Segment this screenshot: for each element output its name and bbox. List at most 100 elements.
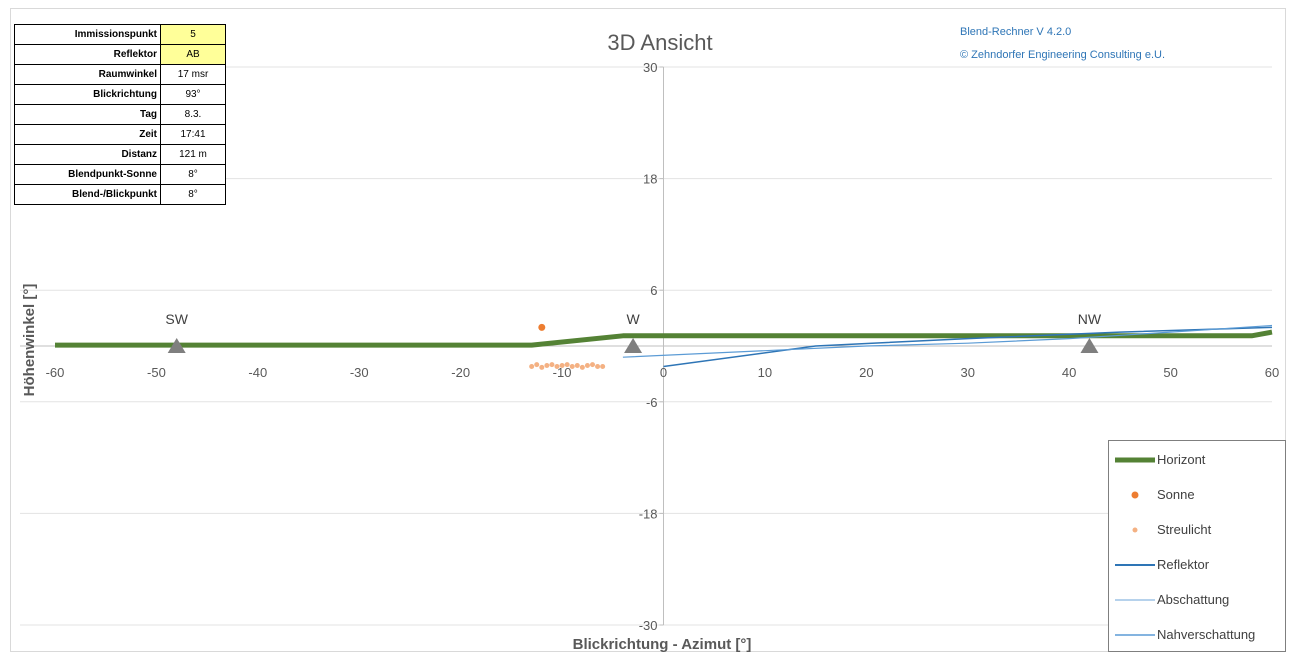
- credit-app-version: Blend-Rechner V 4.2.0: [960, 26, 1072, 38]
- info-label: Blend-/Blickpunkt: [14, 184, 161, 205]
- compass-label-sw: SW: [165, 311, 188, 327]
- compass-label-w: W: [626, 311, 640, 327]
- info-value: 93°: [160, 84, 226, 105]
- legend-symbol-streulicht: [1132, 527, 1138, 533]
- compass-label-nw: NW: [1078, 311, 1102, 327]
- info-row: Immissionspunkt 5: [14, 24, 226, 45]
- info-row: Blendpunkt-Sonne 8°: [14, 164, 226, 185]
- legend-item-streulicht: Streulicht: [1109, 520, 1285, 540]
- x-tick-label: -60: [46, 365, 65, 380]
- info-value: 17:41: [160, 124, 226, 145]
- info-table: Immissionspunkt 5 Reflektor AB Raumwinkel 17 …: [14, 24, 226, 205]
- x-tick-label: -20: [451, 365, 470, 380]
- info-row: Blickrichtung 93°: [14, 84, 226, 105]
- y-tick-label: -18: [639, 506, 658, 521]
- legend-symbol-reflektor: [1115, 564, 1155, 566]
- y-tick-label: -30: [639, 618, 658, 633]
- legend-item-sonne: Sonne: [1109, 485, 1285, 505]
- series-sonne-point: [538, 323, 546, 331]
- info-label: Blickrichtung: [14, 84, 161, 105]
- x-tick-label: 20: [859, 365, 873, 380]
- credit-company: © Zehndorfer Engineering Consulting e.U.: [960, 49, 1165, 61]
- legend-label: Horizont: [1157, 452, 1206, 467]
- x-tick-label: 10: [758, 365, 772, 380]
- legend-marker: [1132, 527, 1138, 533]
- series-layer: [55, 323, 1273, 370]
- compass-marker-w: [624, 338, 643, 353]
- series-streulicht-point: [590, 362, 596, 368]
- compass-marker-nw: [1080, 338, 1099, 353]
- series-streulicht-point: [529, 363, 535, 369]
- info-label: Raumwinkel: [14, 64, 161, 85]
- info-label: Zeit: [14, 124, 161, 145]
- x-axis-label: Blickrichtung - Azimut [°]: [573, 636, 752, 653]
- info-value: 121 m: [160, 144, 226, 165]
- info-label: Reflektor: [14, 44, 161, 65]
- info-row: Zeit 17:41: [14, 124, 226, 145]
- legend-symbol-horizont: [1115, 457, 1155, 463]
- legend-label: Streulicht: [1157, 522, 1212, 537]
- legend-item-nahverschattung: Nahverschattung: [1109, 625, 1285, 645]
- series-streulicht-point: [569, 363, 575, 369]
- info-value: 8°: [160, 164, 226, 185]
- legend-item-reflektor: Reflektor: [1109, 555, 1285, 575]
- series-streulicht-point: [559, 363, 565, 369]
- legend-item-horizont: Horizont: [1109, 450, 1285, 470]
- legend-marker: [1131, 491, 1139, 499]
- chart-area: [10, 8, 1286, 652]
- legend-symbol-abschattung: [1115, 599, 1155, 601]
- info-row: Raumwinkel 17 msr: [14, 64, 226, 85]
- info-row: Tag 8.3.: [14, 104, 226, 125]
- info-value: 8°: [160, 184, 226, 205]
- y-tick-label: 18: [643, 172, 657, 187]
- series-horizont-line: [55, 329, 1273, 348]
- y-tick-label: 30: [643, 60, 657, 75]
- series-reflektor-line: [663, 326, 1273, 368]
- series-streulicht-point: [579, 364, 585, 370]
- x-tick-label: -30: [350, 365, 369, 380]
- grid-layer: [20, 66, 1272, 626]
- legend-item-abschattung: Abschattung: [1109, 590, 1285, 610]
- x-tick-label: 40: [1062, 365, 1076, 380]
- info-label: Immissionspunkt: [14, 24, 161, 45]
- legend: Horizont Sonne Streulicht Reflektor Abschatt…: [1108, 440, 1286, 652]
- legend-label: Sonne: [1157, 487, 1195, 502]
- series-streulicht-point: [544, 363, 550, 369]
- series-streulicht-point: [539, 364, 545, 370]
- series-streulicht-point: [534, 362, 540, 368]
- info-row: Distanz 121 m: [14, 144, 226, 165]
- series-streulicht-point: [554, 363, 560, 369]
- y-tick-label: 6: [650, 283, 657, 298]
- info-label: Blendpunkt-Sonne: [14, 164, 161, 185]
- series-streulicht-point: [595, 363, 601, 369]
- series-nahverschattung-line: [622, 324, 1273, 358]
- series-streulicht-point: [564, 362, 570, 368]
- series-streulicht-point: [600, 363, 606, 369]
- info-value: 5: [160, 24, 226, 45]
- info-value: 8.3.: [160, 104, 226, 125]
- y-axis-label: Höhenwinkel [°]: [21, 284, 38, 397]
- x-tick-label: 50: [1163, 365, 1177, 380]
- series-streulicht-point: [549, 362, 555, 368]
- x-tick-label: -40: [248, 365, 267, 380]
- info-value: AB: [160, 44, 226, 65]
- info-row: Reflektor AB: [14, 44, 226, 65]
- legend-symbol-nahverschattung: [1115, 634, 1155, 636]
- x-tick-label: 0: [660, 365, 667, 380]
- y-tick-label: -6: [646, 395, 658, 410]
- info-label: Distanz: [14, 144, 161, 165]
- info-label: Tag: [14, 104, 161, 125]
- legend-symbol-sonne: [1131, 491, 1139, 499]
- series-streulicht-point: [574, 363, 580, 369]
- legend-label: Abschattung: [1157, 592, 1230, 607]
- info-value: 17 msr: [160, 64, 226, 85]
- legend-label: Nahverschattung: [1157, 627, 1256, 642]
- x-tick-label: 30: [961, 365, 975, 380]
- x-tick-label: -50: [147, 365, 166, 380]
- x-tick-label: 60: [1265, 365, 1279, 380]
- legend-label: Reflektor: [1157, 557, 1210, 572]
- chart-title: 3D Ansicht: [607, 30, 712, 55]
- compass-marker-sw: [167, 338, 186, 353]
- info-row: Blend-/Blickpunkt 8°: [14, 184, 226, 205]
